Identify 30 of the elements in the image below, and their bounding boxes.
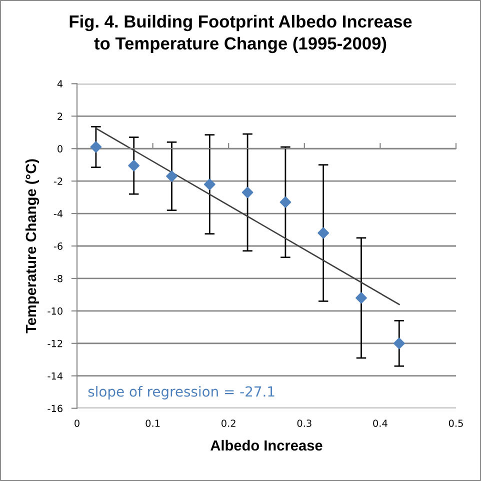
x-tick-label: 0.5 (448, 420, 463, 427)
y-tick-label: 4 (57, 80, 63, 88)
point (128, 160, 140, 172)
point (166, 170, 178, 182)
x-tick-label: 0.3 (297, 420, 312, 427)
x-tick-label: 0.2 (222, 420, 236, 427)
y-tick-label: -6 (54, 242, 62, 250)
y-tick-label: -8 (54, 274, 62, 282)
y-tick-label: 2 (58, 112, 62, 120)
point (90, 141, 102, 153)
point (318, 227, 330, 239)
x-axis-title: Albedo Increase (210, 440, 322, 451)
point (280, 196, 292, 208)
x-tick-label: 0.4 (373, 420, 388, 427)
y-tick-label: -12 (48, 340, 62, 348)
y-tick-label: -4 (54, 210, 63, 218)
y-axis-title: Temperature Change (°C) (25, 159, 40, 334)
y-tick-label: -16 (48, 404, 62, 412)
y-tick-label: 0 (58, 145, 62, 152)
point (393, 338, 405, 350)
x-tick-label: 0.1 (146, 420, 160, 427)
chart-title: Fig. 4. Building Footprint Albedo Increase to Temperature Change (1995-2009) (70, 14, 412, 54)
point (204, 178, 216, 190)
y-tick-label: -14 (48, 372, 63, 380)
annotation: slope of regression = -27.1 (88, 386, 274, 400)
x-tick-label: 0 (74, 420, 80, 427)
point (356, 292, 367, 304)
point (242, 186, 254, 198)
y-tick-label: -2 (54, 178, 62, 185)
y-tick-label: -10 (48, 307, 62, 315)
